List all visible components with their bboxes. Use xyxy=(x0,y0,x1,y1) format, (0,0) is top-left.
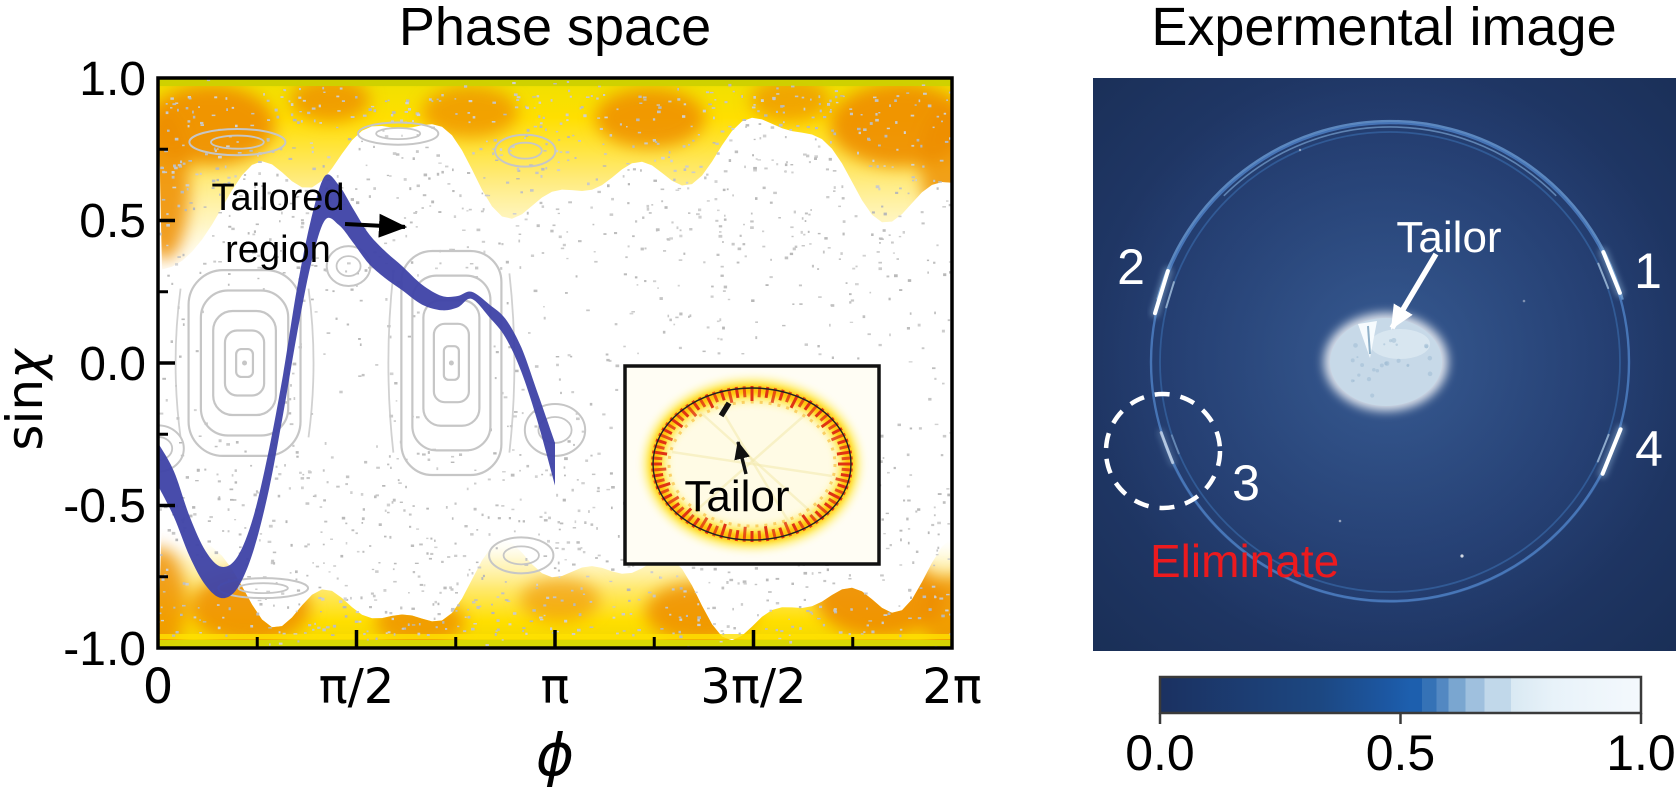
spot-label-2: 2 xyxy=(1117,239,1145,295)
inset-tailor-arrow xyxy=(734,441,750,475)
eliminate-label: Eliminate xyxy=(1150,535,1339,587)
colorbar: 0.0 0.5 1.0 xyxy=(1125,675,1676,781)
cavity-boundary-ring xyxy=(1149,119,1631,603)
tailored-band xyxy=(158,174,555,599)
spot-label-4: 4 xyxy=(1635,421,1663,477)
phase-space-panel: Phase space Tailor 1.0 0.5 0.0 -0.5 -1.0 xyxy=(0,0,982,787)
y-tick-m0.5: -0.5 xyxy=(63,480,146,533)
phase-space-plot-area xyxy=(158,78,952,648)
x-axis-label: ϕ xyxy=(536,721,574,787)
colorbar-gradient xyxy=(1160,677,1641,713)
x-axis-tick-labels: 0 π/2 π 3π/2 2π xyxy=(143,659,982,715)
tailor-label: Tailor xyxy=(1396,213,1501,262)
cavity-mode-drawing xyxy=(646,381,858,547)
y-axis-label: sinχ xyxy=(0,347,54,451)
x-tick-pi: π xyxy=(541,659,570,715)
x-tick-2pi: 2π xyxy=(922,659,981,715)
spot-label-1: 1 xyxy=(1634,243,1662,299)
annotation-arrow xyxy=(344,213,407,238)
annotation-line1: Tailored xyxy=(211,177,344,219)
y-axis-tick-labels: 1.0 0.5 0.0 -0.5 -1.0 xyxy=(63,53,146,676)
right-panel-title: Expermental image xyxy=(1151,0,1616,57)
phase-space-axes xyxy=(156,76,954,650)
emission-spots xyxy=(1150,148,1626,558)
y-axis-label-chi: χ xyxy=(0,347,54,382)
colorbar-label-1: 1.0 xyxy=(1606,725,1676,781)
spot-label-3: 3 xyxy=(1232,455,1260,511)
cavity-mode-inset: Tailor xyxy=(623,364,881,566)
experimental-image-area: Tailor 1 2 3 4 Eliminate xyxy=(1093,78,1676,651)
y-tick-1.0: 1.0 xyxy=(79,53,146,106)
tailor-scattering-blob xyxy=(1324,313,1448,411)
y-tick-0.0: 0.0 xyxy=(79,338,146,391)
tailor-arrow xyxy=(1389,252,1439,330)
x-tick-0: 0 xyxy=(143,659,174,715)
tailored-region-annotation: Tailored region xyxy=(211,177,407,271)
x-tick-pi2: π/2 xyxy=(319,659,395,715)
colorbar-label-0: 0.0 xyxy=(1125,725,1195,781)
y-axis-label-sin: sin xyxy=(0,379,54,451)
x-tick-3pi2: 3π/2 xyxy=(700,659,806,715)
inset-tailor-label: Tailor xyxy=(684,472,789,521)
annotation-line2: region xyxy=(225,229,331,271)
experimental-image-panel: Expermental image Tailor 1 2 3 4 Elimina… xyxy=(1093,0,1676,781)
left-panel-title: Phase space xyxy=(399,0,711,57)
y-tick-0.5: 0.5 xyxy=(79,195,146,248)
eliminate-dashed-circle xyxy=(1103,391,1223,511)
y-tick-m1.0: -1.0 xyxy=(63,623,146,676)
colorbar-label-05: 0.5 xyxy=(1366,725,1436,781)
